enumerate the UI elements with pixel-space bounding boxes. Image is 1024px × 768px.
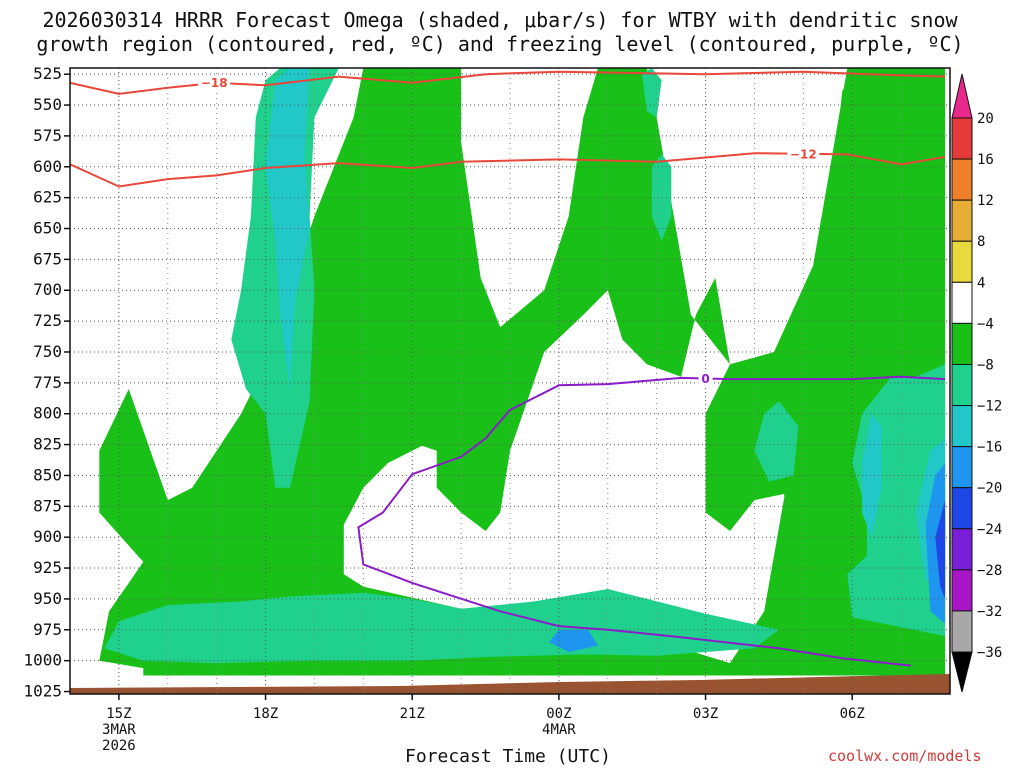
colorbar-segment-6 <box>951 363 973 407</box>
colorbar-segment-9 <box>951 487 973 530</box>
pressure-axis: 525 550 575 600 625 650 675 700 725 750 775 800 825 8… <box>23 64 70 701</box>
colorbar-label-10: −24 <box>977 522 1002 538</box>
y-tick-label-800: 800 <box>33 404 62 423</box>
colorbar-label-6: −8 <box>977 357 994 373</box>
dgz-contour-label: −18 <box>201 76 228 90</box>
colorbar-segment-12 <box>951 610 973 653</box>
colorbar-label-5: −4 <box>977 316 994 332</box>
colorbar-label-1: 16 <box>977 152 994 168</box>
y-tick-label-725: 725 <box>33 311 62 330</box>
y-tick-label-825: 825 <box>33 435 62 454</box>
dgz-contour-label-bg <box>198 74 231 89</box>
omega-region-12 <box>935 500 946 599</box>
colorbar-segment-2 <box>951 199 973 242</box>
colorbar-label-13: −36 <box>977 645 1002 661</box>
colorbar-bottom-cap <box>951 651 973 693</box>
x-tick-date-15Z: 3MAR <box>102 722 136 738</box>
x-tick-label-21Z: 21Z <box>400 706 425 722</box>
x-axis-title: Forecast Time (UTC) <box>405 746 611 767</box>
y-tick-label-900: 900 <box>33 527 62 546</box>
omega-region-10 <box>549 629 598 652</box>
colorbar-segment-7 <box>951 405 973 448</box>
omega-region-5 <box>651 154 672 241</box>
dgz-contour-label: −12 <box>790 147 817 161</box>
freezing-level-label-bg <box>698 370 713 385</box>
colorbar-label-12: −32 <box>977 604 1002 620</box>
dgz-contour-1 <box>70 152 946 188</box>
y-tick-label-575: 575 <box>33 126 62 145</box>
colorbar-label-11: −28 <box>977 563 1002 579</box>
y-tick-label-625: 625 <box>33 188 62 207</box>
y-tick-label-650: 650 <box>33 219 62 238</box>
colorbar-label-3: 8 <box>977 234 985 250</box>
colorbar-label-4: 4 <box>977 275 985 291</box>
dgz-contour-label-bg <box>787 146 820 161</box>
plot-frame <box>69 67 951 695</box>
y-tick-label-775: 775 <box>33 373 62 392</box>
x-tick-date-00Z: 4MAR <box>542 722 576 738</box>
chart-title-line-1: 2026030314 HRRR Forecast Omega (shaded, … <box>42 8 958 32</box>
contour-lines: −18 −12 0 <box>70 70 946 667</box>
colorbar-segment-5 <box>951 322 973 365</box>
omega-region-3 <box>754 401 799 482</box>
dgz-contour-0 <box>70 70 946 95</box>
y-tick-label-1000: 1000 <box>23 651 62 670</box>
y-tick-label-1025: 1025 <box>23 682 62 701</box>
y-tick-label-550: 550 <box>33 95 62 114</box>
x-tick-label-15Z: 15Z <box>106 706 131 722</box>
y-tick-label-850: 850 <box>33 465 62 484</box>
colorbar-label-7: −12 <box>977 399 1002 415</box>
x-tick-label-06Z: 06Z <box>840 706 865 722</box>
omega-region-7 <box>265 68 310 389</box>
credit-text: coolwx.com/models <box>828 747 982 765</box>
omega-region-1 <box>104 589 779 664</box>
colorbar-label-8: −16 <box>977 440 1002 456</box>
y-tick-label-700: 700 <box>33 280 62 299</box>
x-tick-label-03Z: 03Z <box>693 706 718 722</box>
colorbar-segment-0 <box>951 117 973 160</box>
colorbar-segment-8 <box>951 446 973 489</box>
y-tick-label-600: 600 <box>33 157 62 176</box>
colorbar-segment-3 <box>951 240 973 283</box>
freezing-level-label: 0 <box>701 372 709 386</box>
omega-region-0 <box>99 68 946 676</box>
chart-title-line-2: growth region (contoured, red, ºC) and f… <box>36 32 964 56</box>
x-tick-label-18Z: 18Z <box>253 706 278 722</box>
y-tick-label-750: 750 <box>33 342 62 361</box>
colorbar-label-9: −20 <box>977 481 1002 497</box>
y-tick-label-950: 950 <box>33 589 62 608</box>
colorbar-segment-11 <box>951 569 973 612</box>
y-tick-label-525: 525 <box>33 64 62 83</box>
y-tick-label-975: 975 <box>33 620 62 639</box>
colorbar-label-0: 20 <box>977 111 994 127</box>
chart-title: 2026030314 HRRR Forecast Omega (shaded, … <box>0 8 1000 56</box>
omega-colorbar: 20 16 12 8 4 −4 −8 −12 −16 −20 −24 −28 −32 −36 <box>951 73 1002 693</box>
colorbar-label-2: 12 <box>977 193 994 209</box>
colorbar-segment-4 <box>951 281 973 324</box>
colorbar-segment-10 <box>951 528 973 571</box>
y-tick-label-875: 875 <box>33 496 62 515</box>
colorbar-top-cap <box>951 73 973 119</box>
x-tick-label-00Z: 00Z <box>546 706 571 722</box>
x-tick-year-15Z: 2026 <box>102 738 136 754</box>
y-tick-label-675: 675 <box>33 249 62 268</box>
y-tick-label-925: 925 <box>33 558 62 577</box>
colorbar-segment-1 <box>951 158 973 201</box>
